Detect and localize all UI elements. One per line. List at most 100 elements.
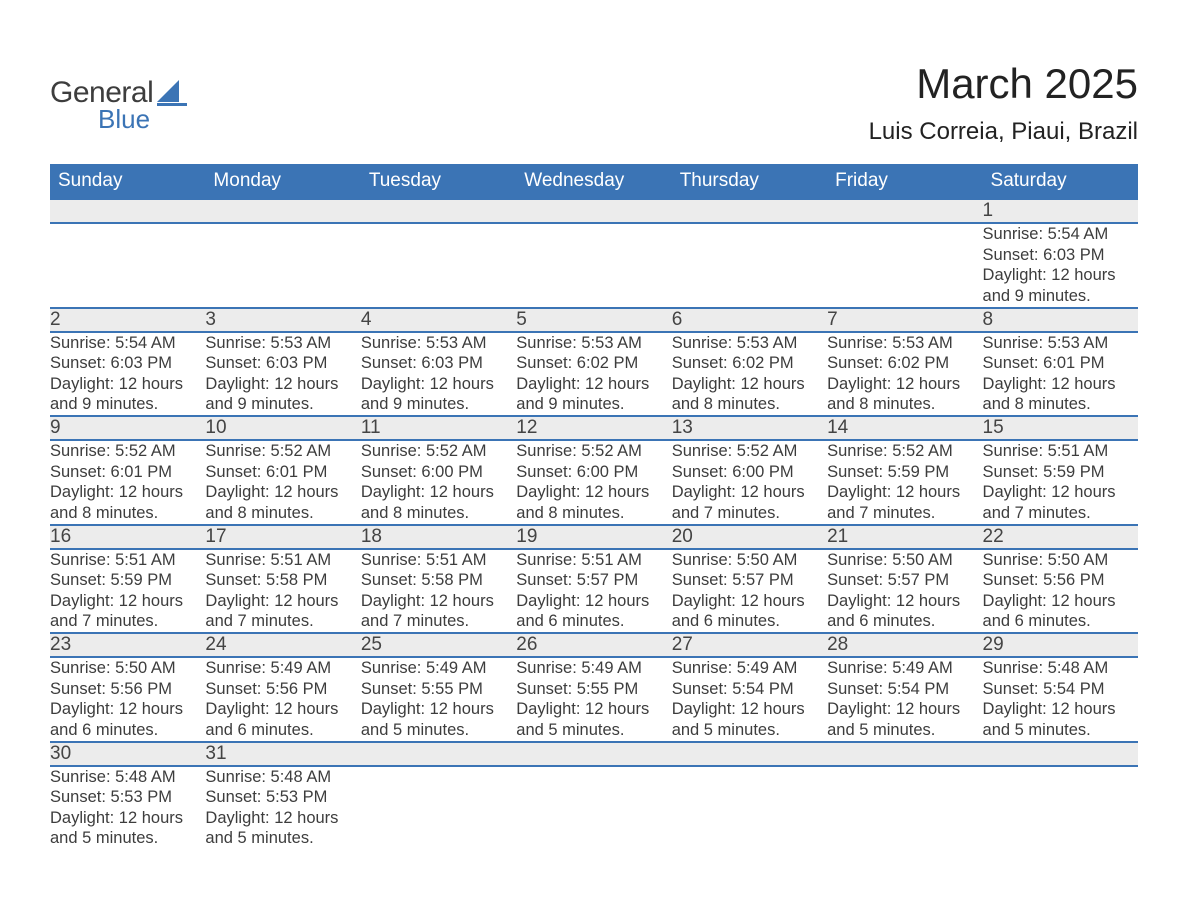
calendar-empty-detail (672, 766, 827, 850)
sunset-text: Sunset: 6:01 PM (205, 462, 360, 483)
calendar-day-detail: Sunrise: 5:52 AMSunset: 5:59 PMDaylight:… (827, 440, 982, 525)
calendar-day-number: 9 (50, 416, 205, 440)
dayheader-monday: Monday (205, 164, 360, 199)
sunrise-text: Sunrise: 5:50 AM (983, 550, 1138, 571)
calendar-day-number: 18 (361, 525, 516, 549)
sunrise-text: Sunrise: 5:53 AM (205, 333, 360, 354)
daylight-text: Daylight: 12 hours and 7 minutes. (827, 482, 982, 523)
calendar-empty-daynum (516, 199, 671, 223)
calendar-day-number: 15 (983, 416, 1138, 440)
calendar-day-detail: Sunrise: 5:53 AMSunset: 6:02 PMDaylight:… (672, 332, 827, 417)
calendar-day-detail: Sunrise: 5:51 AMSunset: 5:58 PMDaylight:… (205, 549, 360, 634)
calendar-empty-daynum (361, 742, 516, 766)
calendar-empty-detail (827, 223, 982, 308)
sunset-text: Sunset: 5:54 PM (827, 679, 982, 700)
sunrise-text: Sunrise: 5:50 AM (50, 658, 205, 679)
sunset-text: Sunset: 5:59 PM (827, 462, 982, 483)
sunrise-text: Sunrise: 5:52 AM (361, 441, 516, 462)
calendar-day-number: 11 (361, 416, 516, 440)
calendar-day-number: 7 (827, 308, 982, 332)
sunrise-text: Sunrise: 5:53 AM (361, 333, 516, 354)
calendar-week-daynum-row: 9101112131415 (50, 416, 1138, 440)
daylight-text: Daylight: 12 hours and 5 minutes. (827, 699, 982, 740)
sunset-text: Sunset: 6:02 PM (827, 353, 982, 374)
calendar-empty-detail (672, 223, 827, 308)
calendar-day-number: 10 (205, 416, 360, 440)
calendar-day-detail: Sunrise: 5:50 AMSunset: 5:57 PMDaylight:… (672, 549, 827, 634)
calendar-day-detail: Sunrise: 5:48 AMSunset: 5:53 PMDaylight:… (205, 766, 360, 850)
calendar-table: Sunday Monday Tuesday Wednesday Thursday… (50, 164, 1138, 849)
daylight-text: Daylight: 12 hours and 9 minutes. (516, 374, 671, 415)
calendar-week-detail-row: Sunrise: 5:54 AMSunset: 6:03 PMDaylight:… (50, 223, 1138, 308)
calendar-empty-daynum (205, 199, 360, 223)
calendar-day-detail: Sunrise: 5:51 AMSunset: 5:58 PMDaylight:… (361, 549, 516, 634)
sunrise-text: Sunrise: 5:53 AM (827, 333, 982, 354)
calendar-day-detail: Sunrise: 5:50 AMSunset: 5:56 PMDaylight:… (983, 549, 1138, 634)
sunset-text: Sunset: 6:03 PM (361, 353, 516, 374)
calendar-week-daynum-row: 2345678 (50, 308, 1138, 332)
title-block: March 2025 Luis Correia, Piaui, Brazil (869, 60, 1138, 146)
sunset-text: Sunset: 6:00 PM (672, 462, 827, 483)
calendar-day-number: 6 (672, 308, 827, 332)
calendar-day-detail: Sunrise: 5:51 AMSunset: 5:59 PMDaylight:… (983, 440, 1138, 525)
calendar-day-detail: Sunrise: 5:53 AMSunset: 6:03 PMDaylight:… (361, 332, 516, 417)
daylight-text: Daylight: 12 hours and 5 minutes. (205, 808, 360, 849)
brand-logo: General Blue (50, 60, 187, 132)
sunrise-text: Sunrise: 5:52 AM (50, 441, 205, 462)
sunset-text: Sunset: 5:54 PM (672, 679, 827, 700)
daylight-text: Daylight: 12 hours and 6 minutes. (672, 591, 827, 632)
sunset-text: Sunset: 6:03 PM (983, 245, 1138, 266)
daylight-text: Daylight: 12 hours and 8 minutes. (516, 482, 671, 523)
calendar-day-detail: Sunrise: 5:49 AMSunset: 5:54 PMDaylight:… (672, 657, 827, 742)
sunrise-text: Sunrise: 5:52 AM (516, 441, 671, 462)
calendar-empty-daynum (827, 742, 982, 766)
calendar-empty-detail (205, 223, 360, 308)
calendar-day-number: 2 (50, 308, 205, 332)
calendar-day-detail: Sunrise: 5:53 AMSunset: 6:01 PMDaylight:… (983, 332, 1138, 417)
calendar-day-number: 20 (672, 525, 827, 549)
calendar-week-detail-row: Sunrise: 5:54 AMSunset: 6:03 PMDaylight:… (50, 332, 1138, 417)
sunset-text: Sunset: 5:55 PM (516, 679, 671, 700)
calendar-day-number: 16 (50, 525, 205, 549)
daylight-text: Daylight: 12 hours and 9 minutes. (983, 265, 1138, 306)
calendar-day-detail: Sunrise: 5:53 AMSunset: 6:02 PMDaylight:… (516, 332, 671, 417)
calendar-day-number: 4 (361, 308, 516, 332)
calendar-day-detail: Sunrise: 5:48 AMSunset: 5:53 PMDaylight:… (50, 766, 205, 850)
daylight-text: Daylight: 12 hours and 6 minutes. (50, 699, 205, 740)
calendar-empty-daynum (827, 199, 982, 223)
calendar-week-detail-row: Sunrise: 5:48 AMSunset: 5:53 PMDaylight:… (50, 766, 1138, 850)
sunrise-text: Sunrise: 5:48 AM (983, 658, 1138, 679)
calendar-empty-detail (361, 223, 516, 308)
sunrise-text: Sunrise: 5:51 AM (361, 550, 516, 571)
sunrise-text: Sunrise: 5:50 AM (672, 550, 827, 571)
calendar-day-number: 5 (516, 308, 671, 332)
daylight-text: Daylight: 12 hours and 5 minutes. (361, 699, 516, 740)
dayheader-thursday: Thursday (672, 164, 827, 199)
calendar-day-number: 30 (50, 742, 205, 766)
sunrise-text: Sunrise: 5:52 AM (205, 441, 360, 462)
sunset-text: Sunset: 6:01 PM (983, 353, 1138, 374)
sunset-text: Sunset: 6:00 PM (516, 462, 671, 483)
calendar-day-detail: Sunrise: 5:52 AMSunset: 6:00 PMDaylight:… (672, 440, 827, 525)
calendar-day-detail: Sunrise: 5:54 AMSunset: 6:03 PMDaylight:… (983, 223, 1138, 308)
sunset-text: Sunset: 5:56 PM (205, 679, 360, 700)
sunset-text: Sunset: 5:59 PM (983, 462, 1138, 483)
calendar-day-detail: Sunrise: 5:53 AMSunset: 6:02 PMDaylight:… (827, 332, 982, 417)
daylight-text: Daylight: 12 hours and 6 minutes. (516, 591, 671, 632)
page-header: General Blue March 2025 Luis Correia, Pi… (50, 60, 1138, 146)
sunset-text: Sunset: 5:57 PM (827, 570, 982, 591)
calendar-day-detail: Sunrise: 5:48 AMSunset: 5:54 PMDaylight:… (983, 657, 1138, 742)
daylight-text: Daylight: 12 hours and 5 minutes. (983, 699, 1138, 740)
calendar-day-number: 28 (827, 633, 982, 657)
calendar-day-number: 19 (516, 525, 671, 549)
sunset-text: Sunset: 5:53 PM (50, 787, 205, 808)
daylight-text: Daylight: 12 hours and 7 minutes. (361, 591, 516, 632)
calendar-day-detail: Sunrise: 5:50 AMSunset: 5:56 PMDaylight:… (50, 657, 205, 742)
dayheader-tuesday: Tuesday (361, 164, 516, 199)
sunset-text: Sunset: 6:03 PM (50, 353, 205, 374)
calendar-day-detail: Sunrise: 5:52 AMSunset: 6:00 PMDaylight:… (516, 440, 671, 525)
sunset-text: Sunset: 6:03 PM (205, 353, 360, 374)
calendar-day-detail: Sunrise: 5:52 AMSunset: 6:01 PMDaylight:… (50, 440, 205, 525)
calendar-week-detail-row: Sunrise: 5:51 AMSunset: 5:59 PMDaylight:… (50, 549, 1138, 634)
calendar-empty-detail (983, 766, 1138, 850)
